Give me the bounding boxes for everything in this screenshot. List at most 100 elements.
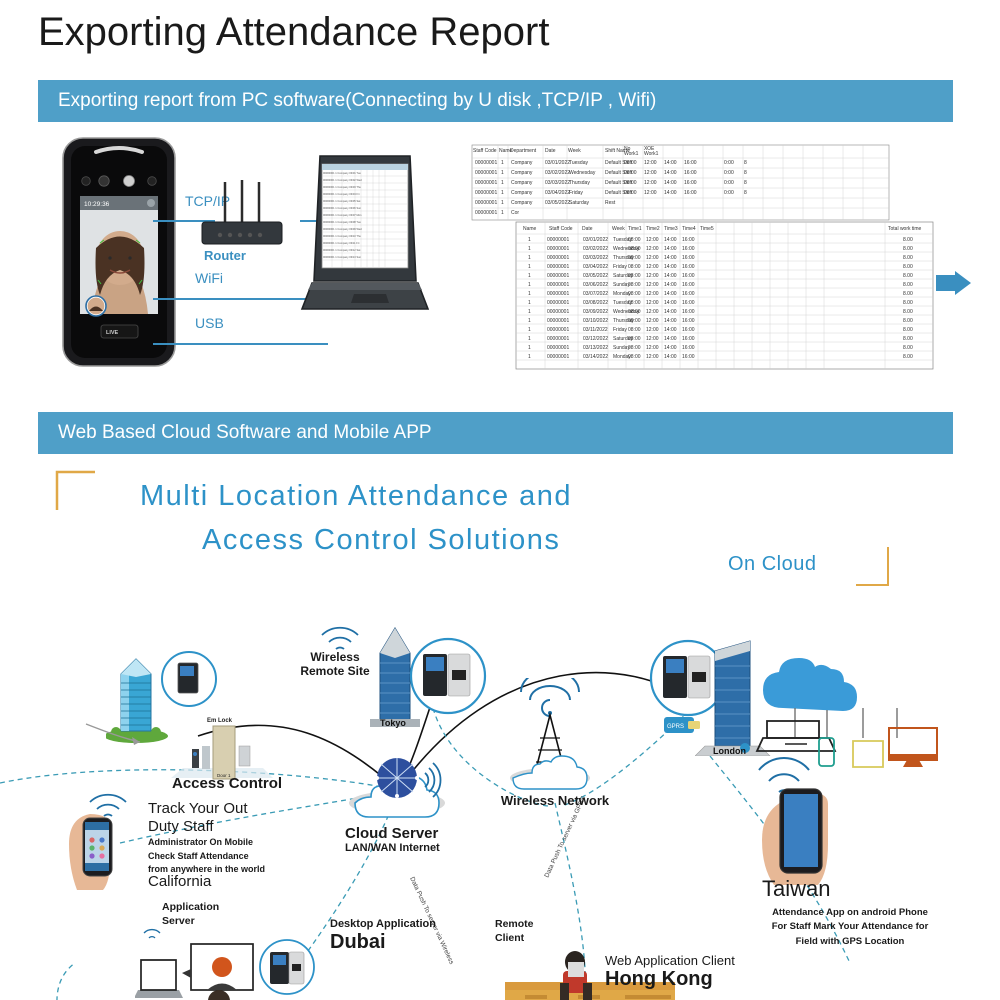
svg-text:16:00: 16:00 <box>682 327 695 333</box>
svg-text:Company: Company <box>511 180 533 186</box>
svg-text:16:00: 16:00 <box>684 190 697 196</box>
svg-text:LIVE: LIVE <box>106 330 119 336</box>
svg-text:08:00: 08:00 <box>624 180 637 186</box>
svg-text:16:00: 16:00 <box>682 345 695 351</box>
svg-text:00000001: 00000001 <box>547 255 569 261</box>
svg-text:Time4: Time4 <box>682 226 696 232</box>
svg-text:08:00: 08:00 <box>628 309 641 315</box>
svg-text:08:00: 08:00 <box>628 264 641 270</box>
svg-text:03/02/2022: 03/02/2022 <box>545 170 570 176</box>
svg-text:Friday: Friday <box>569 190 583 196</box>
svg-text:8.00: 8.00 <box>903 282 913 288</box>
svg-text:03/06/2022: 03/06/2022 <box>583 282 608 288</box>
svg-text:1: 1 <box>528 327 531 333</box>
svg-text:12:00: 12:00 <box>646 354 659 360</box>
svg-text:12:00: 12:00 <box>644 160 657 166</box>
svg-text:03/07/2022: 03/07/2022 <box>583 291 608 297</box>
svg-text:Staff Code: Staff Code <box>473 148 497 154</box>
svg-text:8.00: 8.00 <box>903 264 913 270</box>
svg-text:00000001 1 Company 03/05 Sat: 00000001 1 Company 03/05 Sat <box>323 199 361 203</box>
svg-text:14:00: 14:00 <box>664 237 677 243</box>
svg-text:03/09/2022: 03/09/2022 <box>583 309 608 315</box>
svg-text:8: 8 <box>744 180 747 186</box>
svg-text:00000001: 00000001 <box>547 237 569 243</box>
svg-text:00000001 1 Company 03/10 Thu: 00000001 1 Company 03/10 Thu <box>323 234 361 238</box>
svg-text:8.00: 8.00 <box>903 336 913 342</box>
svg-text:14:00: 14:00 <box>664 180 677 186</box>
svg-text:Work1: Work1 <box>624 151 639 157</box>
svg-text:08:00: 08:00 <box>628 255 641 261</box>
svg-text:00000001 1 Company 03/11 Fri: 00000001 1 Company 03/11 Fri <box>323 241 360 245</box>
svg-text:03/01/2022: 03/01/2022 <box>583 237 608 243</box>
svg-text:0:00: 0:00 <box>724 180 734 186</box>
svg-text:16:00: 16:00 <box>682 246 695 252</box>
svg-text:1: 1 <box>528 300 531 306</box>
svg-text:14:00: 14:00 <box>664 255 677 261</box>
svg-text:03/03/2022: 03/03/2022 <box>583 255 608 261</box>
svg-text:8: 8 <box>744 190 747 196</box>
svg-text:00000001 1 Company 03/01 Tue: 00000001 1 Company 03/01 Tue <box>323 171 361 175</box>
svg-text:16:00: 16:00 <box>684 180 697 186</box>
svg-text:Em Lock: Em Lock <box>207 718 233 724</box>
svg-text:08:00: 08:00 <box>628 300 641 306</box>
svg-text:Rest: Rest <box>605 200 616 206</box>
svg-text:12:00: 12:00 <box>646 237 659 243</box>
svg-text:12:00: 12:00 <box>646 264 659 270</box>
svg-text:14:00: 14:00 <box>664 264 677 270</box>
svg-text:8.00: 8.00 <box>903 237 913 243</box>
svg-text:1: 1 <box>528 318 531 324</box>
svg-text:Company: Company <box>511 190 533 196</box>
svg-text:0:00: 0:00 <box>724 190 734 196</box>
svg-text:Time3: Time3 <box>664 226 678 232</box>
svg-text:8.00: 8.00 <box>903 327 913 333</box>
svg-text:16:00: 16:00 <box>682 354 695 360</box>
svg-text:00000001: 00000001 <box>547 336 569 342</box>
svg-text:12:00: 12:00 <box>646 300 659 306</box>
svg-text:1: 1 <box>528 345 531 351</box>
svg-text:08:00: 08:00 <box>628 291 641 297</box>
svg-text:03/03/2022: 03/03/2022 <box>545 180 570 186</box>
svg-text:14:00: 14:00 <box>664 273 677 279</box>
svg-text:08:00: 08:00 <box>624 160 637 166</box>
svg-text:Company: Company <box>511 160 533 166</box>
svg-text:Tuesday: Tuesday <box>569 160 588 166</box>
svg-text:03/12/2022: 03/12/2022 <box>583 336 608 342</box>
svg-text:00000001: 00000001 <box>547 309 569 315</box>
svg-text:Saturday: Saturday <box>569 200 590 206</box>
svg-text:08:00: 08:00 <box>624 190 637 196</box>
svg-text:Date: Date <box>545 148 556 154</box>
svg-text:03/05/2022: 03/05/2022 <box>583 273 608 279</box>
svg-text:08:00: 08:00 <box>628 246 641 252</box>
svg-text:00000001 1 Company 03/03 Thu: 00000001 1 Company 03/03 Thu <box>323 185 361 189</box>
svg-text:16:00: 16:00 <box>682 273 695 279</box>
svg-text:03/01/2022: 03/01/2022 <box>545 160 570 166</box>
svg-text:12:00: 12:00 <box>646 309 659 315</box>
svg-text:03/14/2022: 03/14/2022 <box>583 354 608 360</box>
svg-text:12:00: 12:00 <box>646 282 659 288</box>
svg-text:12:00: 12:00 <box>646 246 659 252</box>
svg-text:16:00: 16:00 <box>682 264 695 270</box>
svg-text:1: 1 <box>528 282 531 288</box>
svg-text:1: 1 <box>501 190 504 196</box>
svg-text:Time1: Time1 <box>628 226 642 232</box>
svg-text:16:00: 16:00 <box>682 282 695 288</box>
svg-text:00000001: 00000001 <box>547 246 569 252</box>
svg-text:1: 1 <box>528 237 531 243</box>
svg-text:Friday: Friday <box>613 264 627 270</box>
svg-text:Name: Name <box>523 226 537 232</box>
svg-text:08:00: 08:00 <box>628 345 641 351</box>
svg-text:16:00: 16:00 <box>682 309 695 315</box>
svg-text:Staff Code: Staff Code <box>549 226 573 232</box>
svg-text:1: 1 <box>528 264 531 270</box>
svg-text:03/13/2022: 03/13/2022 <box>583 345 608 351</box>
svg-text:12:00: 12:00 <box>646 273 659 279</box>
svg-text:12:00: 12:00 <box>646 327 659 333</box>
svg-text:14:00: 14:00 <box>664 282 677 288</box>
svg-text:0:00: 0:00 <box>724 170 734 176</box>
svg-text:12:00: 12:00 <box>646 318 659 324</box>
svg-text:8.00: 8.00 <box>903 309 913 315</box>
svg-text:16:00: 16:00 <box>682 336 695 342</box>
svg-text:00000001: 00000001 <box>547 318 569 324</box>
svg-text:Date: Date <box>582 226 593 232</box>
svg-text:03/11/2022: 03/11/2022 <box>583 327 608 333</box>
